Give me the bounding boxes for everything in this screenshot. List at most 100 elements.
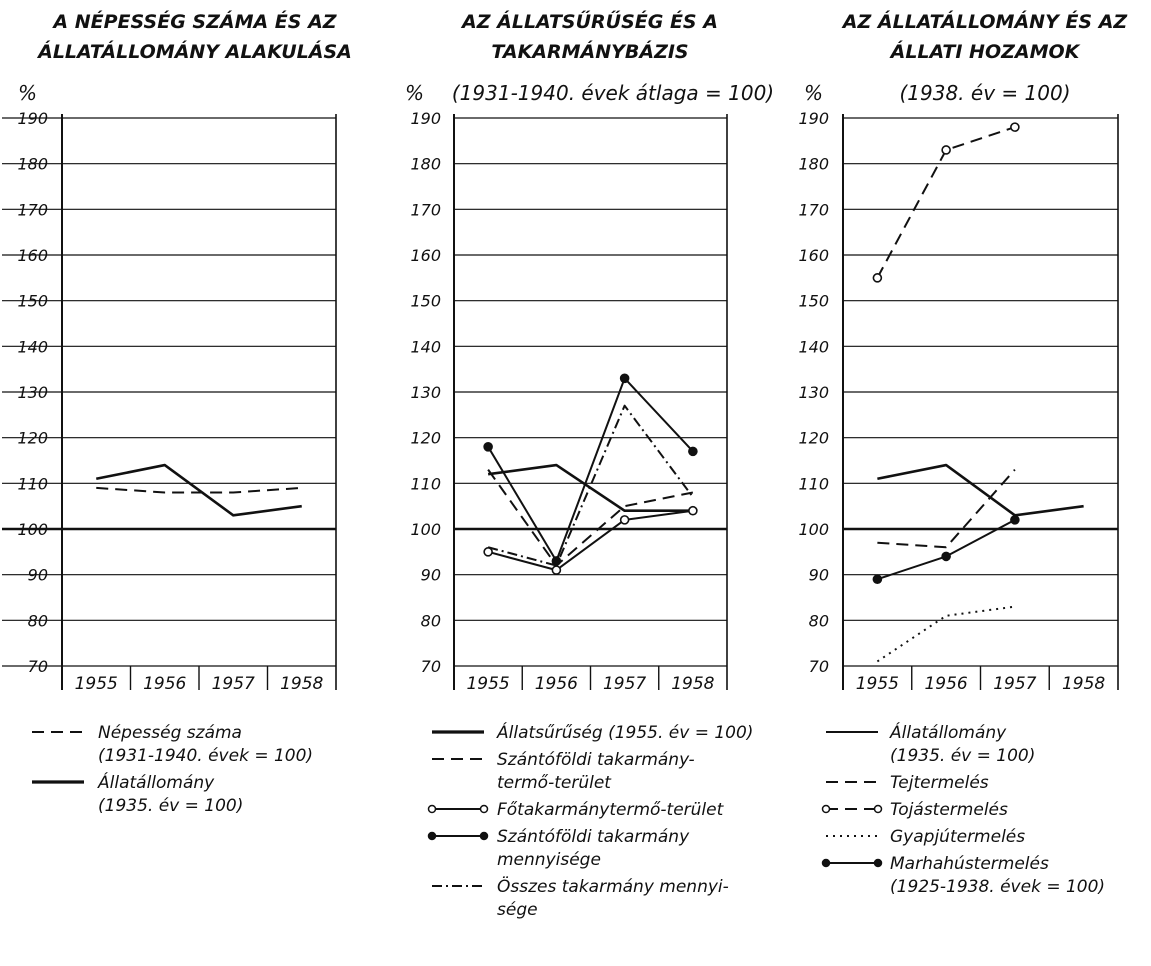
legend-label-p1-stock: Állatállomány — [97, 771, 215, 793]
series-line-p1-pop — [96, 486, 302, 494]
y-tick-label: 130 — [17, 383, 48, 402]
legend-marker-p2-arable-qty — [479, 831, 489, 841]
data-point-p2-main-area — [688, 505, 698, 516]
y-tick-label: 120 — [17, 429, 48, 448]
legend-label-p2-arable-area: Szántóföldi takarmány- — [497, 750, 695, 770]
data-point-p2-arable-qty — [483, 441, 493, 452]
y-tick-label: 140 — [798, 337, 829, 356]
x-tick-label: 1955 — [466, 674, 509, 694]
legend-label-p3-milk: Tejtermelés — [890, 773, 989, 793]
legend-label-p3-stock: (1935. év = 100) — [890, 746, 1035, 766]
panel-1-title-line: ÁLLATÁLLOMÁNY ALAKULÁSA — [36, 40, 352, 63]
panel-3-unit-label: % — [804, 81, 823, 105]
legend-label-p2-total-qty: sége — [497, 900, 538, 920]
legend-marker-p2-main-area — [427, 804, 437, 814]
panel-1-unit-label: % — [18, 81, 37, 105]
legend-marker-p3-eggs — [873, 804, 883, 814]
legend-marker-p3-beef — [821, 858, 831, 868]
legend-label-p1-stock: (1935. év = 100) — [98, 796, 243, 816]
panel-3-title-line: AZ ÁLLATÁLLOMÁNY ÉS AZ — [841, 10, 1129, 33]
y-tick-label: 90 — [421, 566, 441, 585]
y-tick-label: 100 — [17, 520, 48, 539]
y-tick-label: 70 — [421, 657, 441, 676]
data-point-p3-beef — [872, 574, 883, 585]
panel-1-title-line: A NÉPESSÉG SZÁMA ÉS AZ — [51, 10, 337, 33]
x-tick-label: 1958 — [1062, 674, 1105, 694]
series-line-p1-stock — [95, 463, 302, 517]
panel-2-unit-label: % — [405, 81, 424, 105]
y-tick-label: 130 — [410, 383, 441, 402]
legend-label-p1-pop: (1931-1940. évek = 100) — [98, 746, 313, 766]
y-tick-label: 190 — [410, 109, 441, 128]
panel-3-title-line: ÁLLATI HOZAMOK — [889, 40, 1081, 63]
y-tick-label: 170 — [17, 200, 48, 219]
y-tick-label: 160 — [798, 246, 829, 265]
x-tick-label: 1955 — [856, 674, 899, 694]
series-line-p2-main-area — [487, 509, 694, 572]
x-tick-label: 1956 — [535, 674, 578, 694]
legend-label-p1-pop: Népesség száma — [98, 723, 242, 743]
data-point-p3-beef — [941, 551, 951, 562]
series-line-p3-eggs — [876, 126, 1016, 279]
legend-label-p3-beef: Marhahústermelés — [890, 854, 1049, 874]
x-tick-label: 1957 — [993, 674, 1036, 694]
legend-label-p2-arable-area: termő-terület — [497, 773, 612, 793]
y-tick-label: 180 — [17, 155, 48, 174]
legend-marker-p3-eggs — [821, 804, 831, 814]
series-line-p3-wool — [876, 605, 1016, 663]
y-tick-label: 150 — [798, 292, 829, 311]
y-tick-label: 180 — [410, 155, 441, 174]
legend-marker-p2-arable-qty — [427, 831, 437, 841]
data-point-p3-eggs — [941, 145, 951, 155]
x-tick-label: 1956 — [924, 674, 967, 694]
legend-label-p3-stock: Állatállomány — [889, 721, 1007, 743]
data-point-p2-arable-qty — [688, 446, 698, 457]
y-tick-label: 170 — [410, 200, 441, 219]
data-point-p3-eggs — [1010, 122, 1020, 132]
y-tick-label: 70 — [28, 657, 48, 676]
panel-1: A NÉPESSÉG SZÁMA ÉS AZ ÁLLATÁLLOMÁNY ALAK… — [2, 10, 352, 816]
series-line-p2-arable-qty — [487, 377, 694, 562]
y-tick-label: 100 — [798, 520, 829, 539]
y-tick-label: 80 — [28, 611, 48, 630]
panel-2: AZ ÁLLATSŰRŰSÉG ÉS A TAKARMÁNYBÁZIS (1931-… — [405, 9, 774, 920]
legend-label-p2-arable-qty: mennyisége — [497, 850, 601, 870]
data-point-p3-beef — [1010, 515, 1020, 525]
legend-label-p2-density: Állatsűrűség (1955. év = 100) — [496, 721, 753, 743]
y-tick-label: 90 — [809, 566, 829, 585]
y-tick-label: 110 — [798, 474, 829, 493]
y-tick-label: 120 — [798, 429, 829, 448]
series-line-p2-arable-area — [487, 469, 694, 567]
panel-3-subtitle: (1938. év = 100) — [899, 81, 1070, 105]
panel-2-title-line: AZ ÁLLATSŰRŰSÉG ÉS A — [460, 9, 718, 33]
legend-label-p3-wool: Gyapjútermelés — [890, 827, 1025, 847]
y-tick-label: 110 — [410, 474, 441, 493]
x-tick-label: 1958 — [280, 674, 323, 694]
x-tick-label: 1957 — [212, 674, 255, 694]
y-tick-label: 130 — [798, 383, 829, 402]
legend-label-p2-total-qty: Összes takarmány mennyi- — [497, 875, 729, 897]
y-tick-label: 70 — [809, 657, 829, 676]
y-tick-label: 90 — [28, 566, 48, 585]
y-tick-label: 120 — [410, 429, 441, 448]
legend-label-p3-beef: (1925-1938. évek = 100) — [890, 877, 1105, 897]
y-tick-label: 190 — [798, 109, 829, 128]
data-point-p2-main-area — [551, 565, 562, 575]
data-point-p2-main-area — [619, 515, 630, 525]
legend-marker-p3-beef — [873, 858, 883, 868]
y-tick-label: 100 — [410, 520, 441, 539]
series-line-p3-milk — [877, 468, 1016, 549]
y-tick-label: 150 — [410, 292, 441, 311]
data-point-p2-arable-qty — [551, 556, 562, 566]
y-tick-label: 110 — [17, 474, 48, 493]
x-tick-label: 1955 — [75, 674, 118, 694]
x-tick-label: 1958 — [671, 674, 714, 694]
y-tick-label: 180 — [798, 155, 829, 174]
y-tick-label: 160 — [17, 246, 48, 265]
y-tick-label: 80 — [809, 611, 829, 630]
y-tick-label: 190 — [17, 109, 48, 128]
panel-3: AZ ÁLLATÁLLOMÁNY ÉS AZ ÁLLATI HOZAMOK (193… — [798, 10, 1128, 897]
panel-2-subtitle: (1931-1940. évek átlaga = 100) — [452, 81, 774, 105]
x-tick-label: 1956 — [143, 674, 186, 694]
